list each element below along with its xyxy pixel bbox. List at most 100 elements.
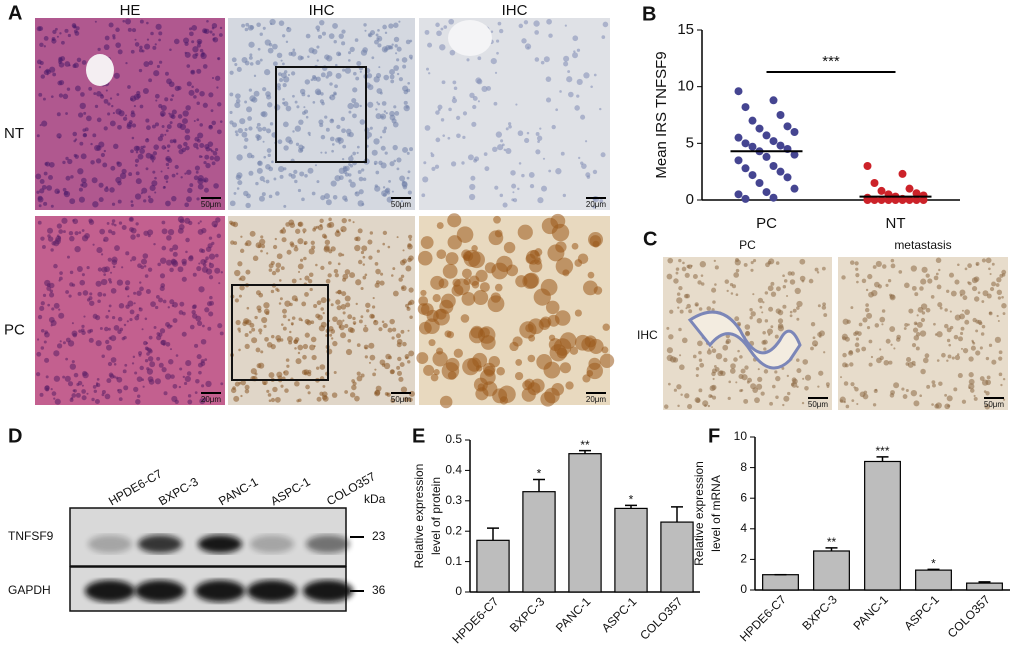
cell: [202, 324, 205, 328]
cell: [331, 94, 335, 97]
cell: [54, 188, 60, 195]
cell: [233, 191, 237, 195]
cell: [58, 93, 64, 98]
cell: [75, 26, 80, 31]
panel-letter: A: [8, 2, 22, 24]
cell: [551, 124, 556, 130]
cell: [713, 259, 716, 263]
cell: [388, 179, 391, 183]
cell: [268, 372, 275, 379]
cell: [235, 319, 241, 326]
cell: [919, 330, 927, 337]
cell: [264, 69, 271, 76]
cell: [960, 347, 963, 350]
cell: [396, 365, 401, 370]
cell: [307, 94, 310, 98]
cell: [317, 314, 323, 321]
cell: [299, 258, 304, 262]
cell: [266, 342, 273, 348]
cell: [521, 38, 527, 44]
cell: [147, 356, 154, 362]
cell: [97, 267, 103, 272]
cell: [134, 371, 138, 375]
cell: [856, 280, 859, 284]
cell: [184, 172, 187, 175]
cell: [890, 343, 893, 346]
cell: [282, 227, 285, 230]
cell: [263, 324, 267, 328]
cell: [497, 21, 502, 26]
cell: [238, 294, 242, 298]
cell: [130, 200, 134, 203]
cell: [534, 57, 540, 62]
cell: [409, 147, 414, 152]
cell: [118, 303, 125, 309]
cell: [750, 383, 757, 390]
cell: [274, 396, 281, 403]
cell: [162, 185, 166, 189]
cell: [737, 349, 740, 353]
cell: [845, 404, 850, 409]
cell: [267, 102, 273, 108]
cell: [958, 336, 963, 342]
cell: [332, 23, 338, 29]
cell: [260, 350, 264, 354]
cell: [320, 134, 326, 140]
cell: [200, 359, 205, 364]
cell: [152, 45, 157, 50]
cell: [150, 153, 154, 157]
cell: [143, 264, 147, 268]
cell: [889, 326, 896, 333]
cell: [279, 78, 284, 83]
cell: [115, 42, 122, 49]
cell: [244, 128, 248, 132]
cell: [136, 233, 141, 238]
cell: [161, 124, 165, 128]
cell: [592, 169, 598, 175]
cell: [376, 249, 380, 253]
cell: [498, 28, 504, 34]
cell: [234, 102, 241, 109]
cell: [472, 95, 478, 101]
cell: [445, 357, 460, 372]
cell: [402, 249, 405, 252]
cell: [387, 245, 391, 249]
cell: [593, 286, 603, 295]
cell: [170, 258, 177, 264]
cell: [231, 122, 238, 128]
cell: [917, 306, 924, 313]
cell: [344, 198, 348, 202]
cell: [304, 173, 308, 178]
cell: [973, 394, 976, 398]
cell: [154, 176, 157, 180]
cell: [315, 25, 321, 31]
cell: [155, 294, 160, 299]
cell: [135, 178, 142, 185]
cell: [272, 244, 278, 250]
cell: [298, 317, 302, 321]
cell: [921, 311, 926, 315]
cell: [785, 294, 789, 298]
cell: [430, 152, 433, 155]
cell: [850, 306, 854, 310]
cell: [861, 278, 867, 284]
cell: [375, 170, 380, 175]
cell: [304, 275, 310, 281]
cell: [578, 156, 581, 160]
scale-label: 20μm: [586, 395, 607, 404]
cell: [204, 307, 210, 313]
cell: [261, 244, 266, 249]
bar: [614, 507, 648, 593]
cell: [565, 381, 574, 390]
band-label: GAPDH: [8, 583, 51, 597]
cell: [76, 266, 83, 272]
cell: [116, 93, 120, 96]
cell: [50, 388, 53, 391]
cell: [396, 58, 400, 62]
cell: [234, 130, 238, 134]
cell: [197, 362, 203, 368]
cell: [377, 102, 381, 106]
cell: [440, 118, 445, 122]
cell: [353, 71, 357, 76]
cell: [172, 383, 178, 389]
